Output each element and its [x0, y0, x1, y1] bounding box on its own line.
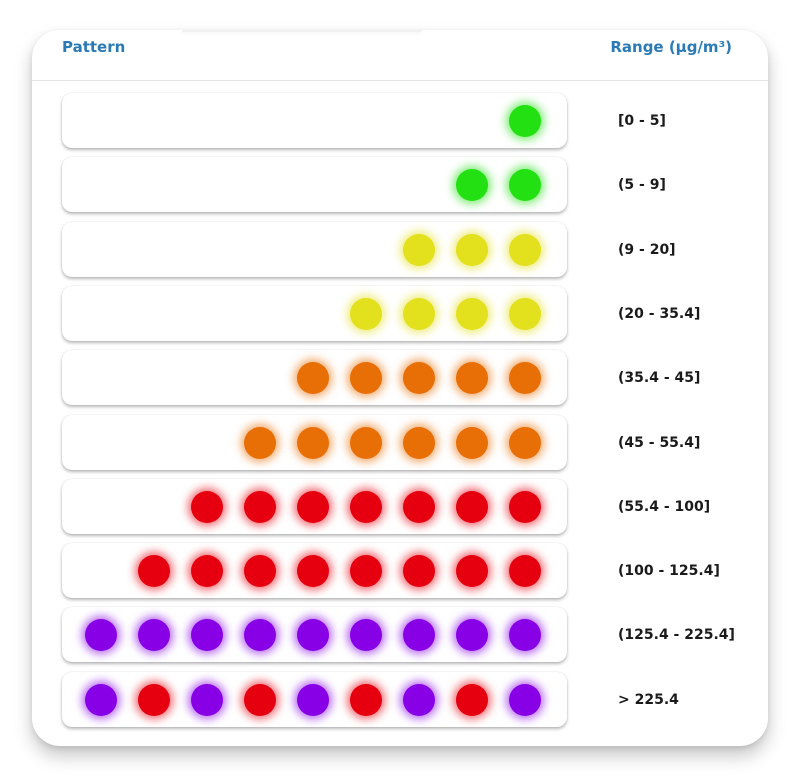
- range-label: (20 - 35.4]: [618, 305, 701, 322]
- red-dot: [509, 555, 541, 588]
- pattern-row: [62, 285, 567, 341]
- red-dot: [244, 490, 276, 523]
- pattern-row: [62, 350, 567, 406]
- purple-dot: [191, 683, 223, 716]
- range-label: [0 - 5]: [618, 113, 666, 129]
- yellow-dot: [456, 297, 488, 330]
- orange-dot: [456, 362, 488, 395]
- table-header: Pattern Range (µg/m³): [32, 30, 768, 81]
- purple-dot: [403, 683, 435, 716]
- red-dot: [456, 490, 488, 523]
- purple-dot: [509, 619, 541, 652]
- purple-dot: [191, 619, 223, 652]
- purple-dot: [456, 619, 488, 652]
- orange-dot: [297, 426, 329, 459]
- yellow-dot: [456, 233, 488, 266]
- purple-dot: [350, 619, 382, 652]
- yellow-dot: [403, 233, 435, 266]
- red-dot: [244, 683, 276, 716]
- yellow-dot: [509, 297, 541, 330]
- range-label: (55.4 - 100]: [618, 498, 711, 515]
- red-dot: [456, 683, 488, 716]
- red-dot: [297, 555, 329, 588]
- orange-dot: [403, 362, 435, 395]
- green-dot: [509, 169, 541, 202]
- red-dot: [456, 555, 488, 588]
- red-dot: [138, 555, 170, 588]
- orange-dot: [350, 426, 382, 459]
- card-top-edge: [182, 30, 422, 32]
- yellow-dot: [509, 233, 541, 266]
- red-dot: [350, 683, 382, 716]
- red-dot: [138, 683, 170, 716]
- pattern-column-header: Pattern: [62, 38, 126, 56]
- range-label: (5 - 9]: [618, 177, 666, 194]
- range-column-header: Range (µg/m³): [610, 38, 732, 56]
- pattern-row: [62, 478, 567, 534]
- pattern-row: [62, 93, 567, 148]
- red-dot: [403, 555, 435, 588]
- orange-dot: [509, 362, 541, 395]
- range-label: (100 - 125.4]: [618, 563, 720, 580]
- red-dot: [297, 490, 329, 523]
- pattern-row: [62, 157, 567, 213]
- pattern-row: [62, 671, 567, 727]
- range-label: (9 - 20]: [618, 241, 676, 258]
- red-dot: [350, 490, 382, 523]
- range-label: > 225.4: [618, 691, 679, 708]
- red-dot: [191, 555, 223, 588]
- orange-dot: [456, 426, 488, 459]
- green-dot: [456, 169, 488, 202]
- purple-dot: [244, 619, 276, 652]
- range-label: (45 - 55.4]: [618, 434, 701, 451]
- purple-dot: [403, 619, 435, 652]
- red-dot: [191, 490, 223, 523]
- pattern-row: [62, 221, 567, 277]
- pattern-range-card: Pattern Range (µg/m³) [0 - 5] (5 - 9] (9 -…: [32, 30, 768, 746]
- orange-dot: [509, 426, 541, 459]
- purple-dot: [297, 683, 329, 716]
- red-dot: [509, 490, 541, 523]
- pattern-row: [62, 543, 567, 599]
- orange-dot: [297, 362, 329, 395]
- orange-dot: [244, 426, 276, 459]
- orange-dot: [350, 362, 382, 395]
- purple-dot: [85, 619, 117, 652]
- yellow-dot: [350, 297, 382, 330]
- orange-dot: [403, 426, 435, 459]
- purple-dot: [297, 619, 329, 652]
- range-label: (125.4 - 225.4]: [618, 627, 735, 644]
- pattern-row: [62, 414, 567, 470]
- red-dot: [244, 555, 276, 588]
- red-dot: [350, 555, 382, 588]
- purple-dot: [509, 683, 541, 716]
- pattern-row: [62, 607, 567, 663]
- red-dot: [403, 490, 435, 523]
- green-dot: [509, 105, 541, 137]
- purple-dot: [138, 619, 170, 652]
- purple-dot: [85, 683, 117, 716]
- yellow-dot: [403, 297, 435, 330]
- range-label: (35.4 - 45]: [618, 370, 701, 387]
